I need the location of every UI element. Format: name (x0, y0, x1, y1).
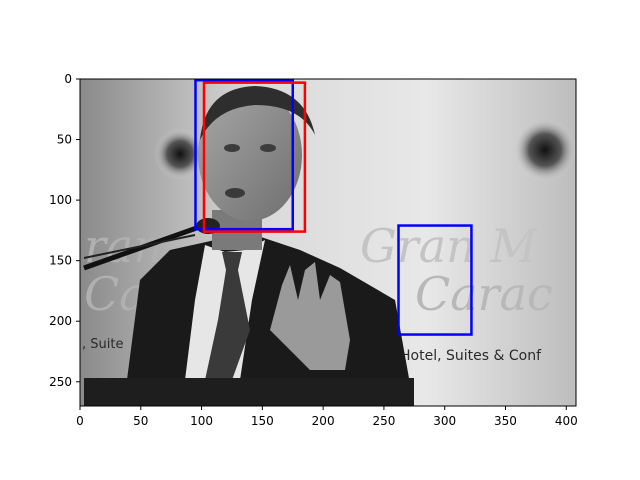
bounding-box-3 (397, 224, 473, 336)
banner-text-left: , Suite (82, 337, 123, 352)
x-tick-label: 50 (133, 414, 148, 428)
x-tick-label: 300 (433, 414, 456, 428)
photo-image: ran Car Gran M Carac , Suite Hotel, Suit… (80, 79, 576, 406)
svg-text:Carac: Carac (415, 267, 553, 321)
axes-frame (79, 78, 577, 407)
x-axis-ticks: 0 50 100 150 200 250 300 350 400 (76, 406, 578, 428)
y-tick-label: 250 (49, 375, 72, 389)
x-tick-label: 150 (251, 414, 274, 428)
svg-text:Gran M: Gran M (360, 219, 539, 273)
y-axis-ticks: 0 50 100 150 200 250 (49, 72, 80, 389)
x-tick-label: 250 (372, 414, 395, 428)
y-tick-label: 150 (49, 254, 72, 268)
banner-text-right: Hotel, Suites & Conf (400, 348, 542, 364)
x-tick-label: 0 (76, 414, 84, 428)
bounding-box-2 (202, 81, 307, 233)
y-tick-label: 100 (49, 193, 72, 207)
y-tick-label: 50 (57, 133, 72, 147)
y-tick-label: 0 (64, 72, 72, 86)
x-tick-label: 100 (190, 414, 213, 428)
bounding-boxes (194, 78, 473, 336)
y-tick-label: 200 (49, 314, 72, 328)
bounding-box-1 (194, 78, 294, 231)
x-tick-label: 400 (555, 414, 578, 428)
x-tick-label: 200 (312, 414, 335, 428)
x-tick-label: 350 (494, 414, 517, 428)
